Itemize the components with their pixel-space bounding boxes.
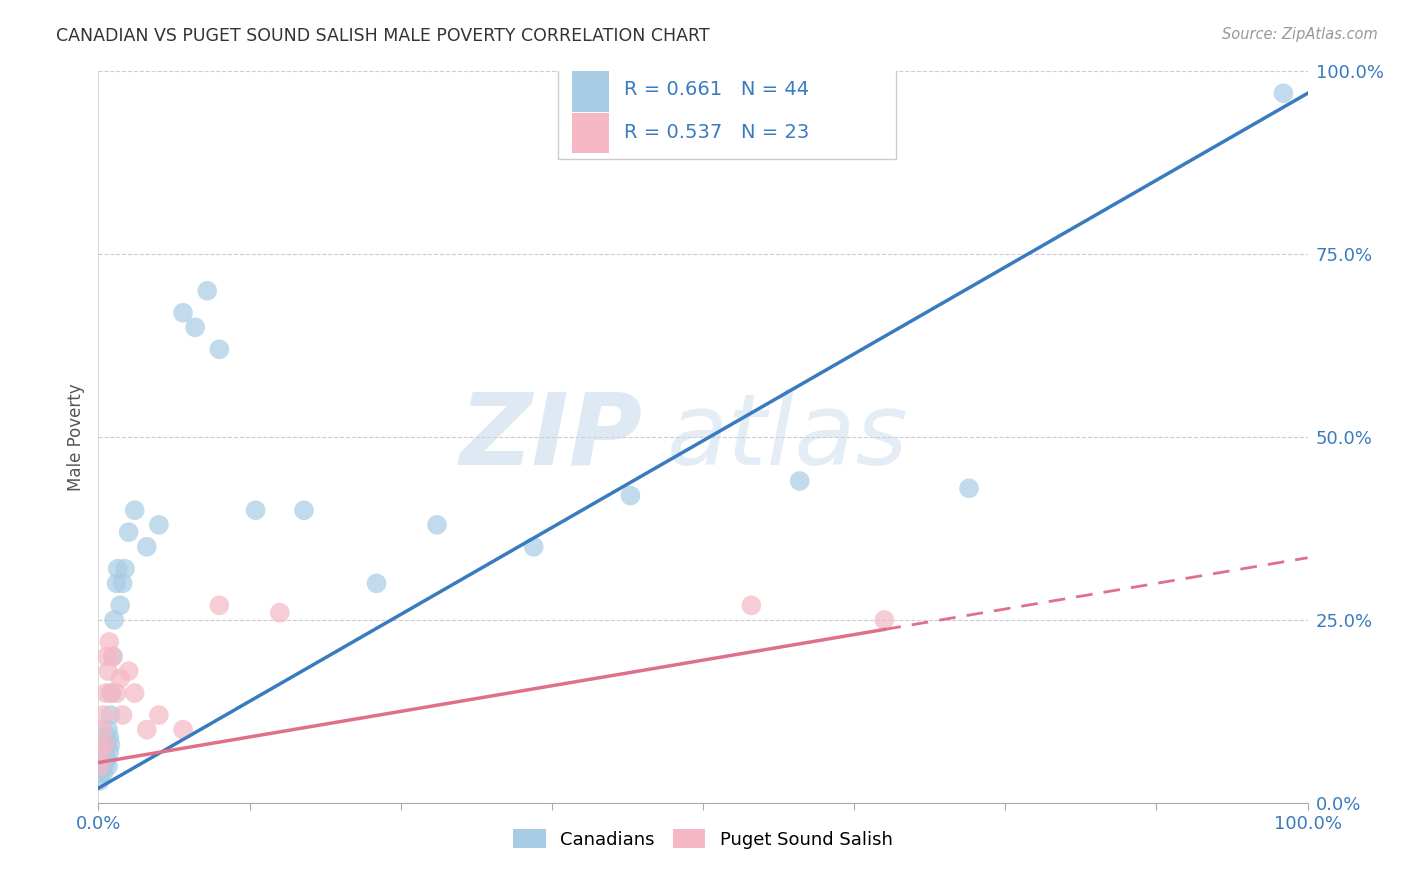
Point bbox=[619, 489, 641, 503]
Point bbox=[90, 745, 112, 759]
Point bbox=[105, 686, 128, 700]
Point bbox=[208, 343, 231, 357]
Point bbox=[94, 686, 117, 700]
Legend: Canadians, Puget Sound Salish: Canadians, Puget Sound Salish bbox=[506, 822, 900, 856]
Point bbox=[100, 686, 122, 700]
Point bbox=[107, 562, 129, 576]
Bar bbox=[572, 113, 609, 153]
Point bbox=[105, 576, 128, 591]
Point bbox=[135, 540, 157, 554]
Y-axis label: Male Poverty: Male Poverty bbox=[66, 384, 84, 491]
Point bbox=[789, 474, 811, 488]
Text: R = 0.537   N = 23: R = 0.537 N = 23 bbox=[624, 122, 810, 142]
Point bbox=[269, 606, 291, 620]
Point bbox=[100, 686, 122, 700]
Point bbox=[97, 664, 120, 678]
Point bbox=[93, 737, 115, 751]
Point bbox=[93, 759, 115, 773]
Point bbox=[103, 613, 125, 627]
Point bbox=[94, 730, 117, 744]
Point bbox=[523, 540, 546, 554]
Point bbox=[957, 481, 980, 495]
Point bbox=[114, 562, 136, 576]
Point bbox=[91, 766, 114, 780]
Point bbox=[91, 723, 114, 737]
Bar bbox=[572, 71, 609, 112]
Point bbox=[1272, 87, 1295, 101]
Text: Source: ZipAtlas.com: Source: ZipAtlas.com bbox=[1222, 27, 1378, 42]
Point bbox=[148, 517, 170, 532]
Point bbox=[292, 503, 315, 517]
Point bbox=[93, 737, 115, 751]
Point bbox=[124, 686, 146, 700]
Point bbox=[195, 284, 218, 298]
Point bbox=[111, 576, 134, 591]
Point bbox=[96, 737, 118, 751]
Point bbox=[124, 503, 146, 517]
Point bbox=[118, 525, 141, 540]
Point bbox=[91, 745, 114, 759]
Point bbox=[97, 723, 120, 737]
Point bbox=[101, 649, 124, 664]
Point bbox=[184, 320, 207, 334]
Point bbox=[108, 599, 131, 613]
Point bbox=[148, 708, 170, 723]
Point bbox=[172, 306, 194, 320]
Point bbox=[100, 737, 122, 751]
Point bbox=[91, 759, 114, 773]
Point bbox=[108, 672, 131, 686]
Point bbox=[98, 635, 121, 649]
Point bbox=[101, 649, 124, 664]
Point bbox=[873, 613, 896, 627]
Text: CANADIAN VS PUGET SOUND SALISH MALE POVERTY CORRELATION CHART: CANADIAN VS PUGET SOUND SALISH MALE POVE… bbox=[56, 27, 710, 45]
Bar bbox=[558, 57, 897, 159]
Point bbox=[97, 759, 120, 773]
Point bbox=[91, 752, 114, 766]
Point bbox=[90, 759, 112, 773]
Text: R = 0.661   N = 44: R = 0.661 N = 44 bbox=[624, 80, 810, 99]
Point bbox=[89, 759, 111, 773]
Point bbox=[100, 708, 122, 723]
Point bbox=[96, 752, 118, 766]
Point bbox=[245, 503, 267, 517]
Point bbox=[172, 723, 194, 737]
Point bbox=[90, 766, 112, 780]
Point bbox=[91, 708, 114, 723]
Point bbox=[118, 664, 141, 678]
Point bbox=[98, 730, 121, 744]
Text: ZIP: ZIP bbox=[460, 389, 643, 485]
Point bbox=[98, 745, 121, 759]
Point bbox=[740, 599, 762, 613]
Point bbox=[94, 752, 117, 766]
Text: atlas: atlas bbox=[666, 389, 908, 485]
Point bbox=[96, 649, 118, 664]
Point bbox=[426, 517, 449, 532]
Point bbox=[111, 708, 134, 723]
Point bbox=[135, 723, 157, 737]
Point bbox=[89, 773, 111, 788]
Point bbox=[366, 576, 388, 591]
Point bbox=[208, 599, 231, 613]
